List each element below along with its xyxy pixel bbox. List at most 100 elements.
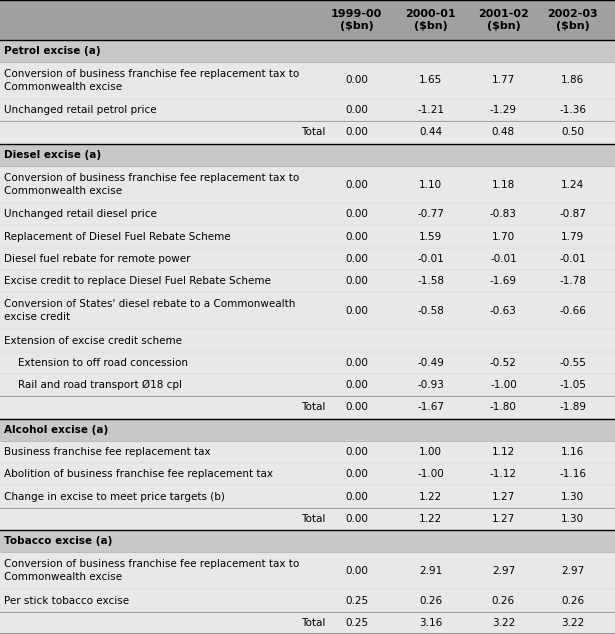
Bar	[0, 330, 615, 352]
Text: Conversion of business franchise fee replacement tax to
Commonwealth excise: Conversion of business franchise fee rep…	[4, 559, 299, 582]
Text: Rail and road transport Ø18 cpl: Rail and road transport Ø18 cpl	[18, 380, 182, 390]
Text: Total: Total	[301, 618, 325, 628]
Text: 1.10: 1.10	[419, 179, 442, 190]
Text: -1.36: -1.36	[560, 105, 586, 115]
Text: 0.26: 0.26	[492, 595, 515, 605]
Bar	[0, 121, 615, 144]
Bar	[0, 62, 615, 99]
Text: 3.22: 3.22	[492, 618, 515, 628]
Text: 1999-00
($bn): 1999-00 ($bn)	[331, 9, 383, 31]
Text: 1.65: 1.65	[419, 75, 442, 86]
Text: 0.00: 0.00	[345, 105, 368, 115]
Text: 1.79: 1.79	[561, 231, 584, 242]
Text: 0.00: 0.00	[345, 306, 368, 316]
Text: 1.22: 1.22	[419, 514, 442, 524]
Text: Conversion of business franchise fee replacement tax to
Commonwealth excise: Conversion of business franchise fee rep…	[4, 69, 299, 92]
Bar	[0, 248, 615, 270]
Text: 1.27: 1.27	[492, 491, 515, 501]
Text: -1.00: -1.00	[490, 380, 517, 390]
Text: 1.22: 1.22	[419, 491, 442, 501]
Text: 0.00: 0.00	[345, 276, 368, 286]
Bar	[0, 590, 615, 612]
Text: -0.01: -0.01	[560, 254, 586, 264]
Text: Abolition of business franchise fee replacement tax: Abolition of business franchise fee repl…	[4, 469, 273, 479]
Bar	[0, 203, 615, 225]
Text: -1.12: -1.12	[490, 469, 517, 479]
Text: 1.86: 1.86	[561, 75, 584, 86]
Text: -0.52: -0.52	[490, 358, 517, 368]
Text: 2.91: 2.91	[419, 566, 442, 576]
Text: -1.21: -1.21	[417, 105, 444, 115]
Text: 0.25: 0.25	[345, 618, 368, 628]
Text: -0.63: -0.63	[490, 306, 517, 316]
Bar	[0, 486, 615, 508]
Text: 1.24: 1.24	[561, 179, 584, 190]
Text: 0.00: 0.00	[345, 75, 368, 86]
Text: 2000-01
($bn): 2000-01 ($bn)	[405, 9, 456, 31]
Text: 1.30: 1.30	[561, 491, 584, 501]
Text: 1.70: 1.70	[492, 231, 515, 242]
Text: 0.00: 0.00	[345, 514, 368, 524]
Bar	[0, 508, 615, 530]
Text: Alcohol excise (a): Alcohol excise (a)	[4, 425, 108, 435]
Text: 0.26: 0.26	[419, 595, 442, 605]
Text: Total: Total	[301, 403, 325, 412]
Text: -0.93: -0.93	[417, 380, 444, 390]
Text: 0.44: 0.44	[419, 127, 442, 138]
Text: 0.00: 0.00	[345, 358, 368, 368]
Text: Total: Total	[301, 127, 325, 138]
Bar	[0, 292, 615, 330]
Text: -1.89: -1.89	[560, 403, 586, 412]
Text: 2.97: 2.97	[492, 566, 515, 576]
Text: 1.30: 1.30	[561, 514, 584, 524]
Text: 0.25: 0.25	[345, 595, 368, 605]
Text: 0.50: 0.50	[561, 127, 584, 138]
Text: 3.16: 3.16	[419, 618, 442, 628]
Text: Extension of excise credit scheme: Extension of excise credit scheme	[4, 335, 182, 346]
Text: 1.12: 1.12	[492, 447, 515, 457]
Text: -1.16: -1.16	[560, 469, 586, 479]
Text: 1.59: 1.59	[419, 231, 442, 242]
Text: 1.16: 1.16	[561, 447, 584, 457]
Bar	[0, 0, 615, 39]
Text: -0.77: -0.77	[417, 209, 444, 219]
Text: Extension to off road concession: Extension to off road concession	[18, 358, 188, 368]
Text: 2.97: 2.97	[561, 566, 584, 576]
Text: Conversion of business franchise fee replacement tax to
Commonwealth excise: Conversion of business franchise fee rep…	[4, 173, 299, 196]
Text: 0.00: 0.00	[345, 380, 368, 390]
Bar	[0, 612, 615, 634]
Text: Tobacco excise (a): Tobacco excise (a)	[4, 536, 112, 546]
Text: 0.00: 0.00	[345, 254, 368, 264]
Text: -0.83: -0.83	[490, 209, 517, 219]
Text: -0.01: -0.01	[417, 254, 444, 264]
Text: Conversion of States' diesel rebate to a Commonwealth
excise credit: Conversion of States' diesel rebate to a…	[4, 299, 295, 322]
Text: 0.00: 0.00	[345, 179, 368, 190]
Text: 0.00: 0.00	[345, 447, 368, 457]
Text: Petrol excise (a): Petrol excise (a)	[4, 46, 100, 56]
Text: Unchanged retail diesel price: Unchanged retail diesel price	[4, 209, 157, 219]
Text: Business franchise fee replacement tax: Business franchise fee replacement tax	[4, 447, 210, 457]
Text: Unchanged retail petrol price: Unchanged retail petrol price	[4, 105, 156, 115]
Bar	[0, 530, 615, 552]
Bar	[0, 225, 615, 248]
Text: 0.00: 0.00	[345, 566, 368, 576]
Bar	[0, 270, 615, 292]
Text: 2002-03
($bn): 2002-03 ($bn)	[547, 9, 598, 31]
Text: -0.87: -0.87	[560, 209, 586, 219]
Text: 1.27: 1.27	[492, 514, 515, 524]
Text: 3.22: 3.22	[561, 618, 584, 628]
Text: 1.00: 1.00	[419, 447, 442, 457]
Text: 1.77: 1.77	[492, 75, 515, 86]
Bar	[0, 99, 615, 121]
Text: 2001-02
($bn): 2001-02 ($bn)	[478, 9, 529, 31]
Text: Excise credit to replace Diesel Fuel Rebate Scheme: Excise credit to replace Diesel Fuel Reb…	[4, 276, 271, 286]
Text: 0.00: 0.00	[345, 127, 368, 138]
Text: Diesel excise (a): Diesel excise (a)	[4, 150, 101, 160]
Text: -1.29: -1.29	[490, 105, 517, 115]
Text: -1.67: -1.67	[417, 403, 444, 412]
Bar	[0, 374, 615, 396]
Text: Total: Total	[301, 514, 325, 524]
Text: -0.49: -0.49	[417, 358, 444, 368]
Bar	[0, 39, 615, 62]
Text: Diesel fuel rebate for remote power: Diesel fuel rebate for remote power	[4, 254, 191, 264]
